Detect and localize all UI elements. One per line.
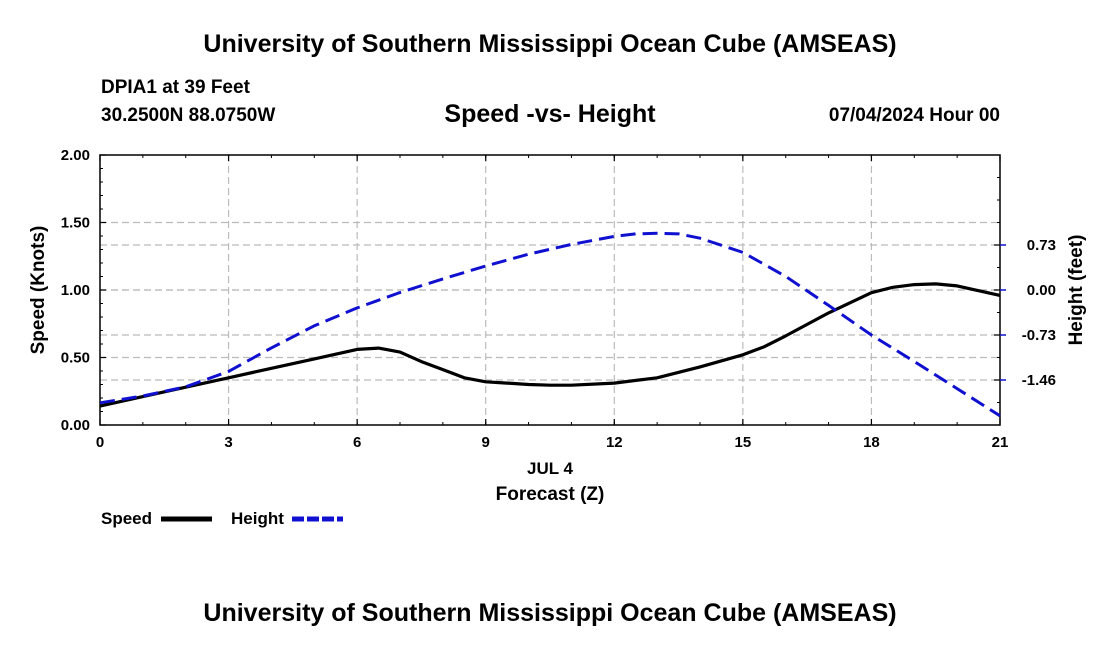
legend-height-label: Height	[231, 509, 284, 528]
axis-ticks: 0 3 6 9 12 15 18 21 0.00 0.50 1.00 1.50 2.00 -1.46 -0.…	[61, 147, 1056, 451]
x-axis-label: Forecast (Z)	[496, 484, 605, 505]
x-tick-label-3: 3	[224, 434, 232, 451]
y-tick-label-0.50: 0.50	[61, 350, 90, 367]
y-axis-label: Speed (Knots)	[28, 226, 49, 355]
y-tick-label-2.00: 2.00	[61, 147, 90, 164]
x-tick-label-12: 12	[606, 434, 623, 451]
station-coordinates: 30.2500N 88.0750W	[101, 105, 276, 126]
station-name: DPIA1 at 39 Feet	[101, 77, 250, 98]
y2-tick-label-0.00: 0.00	[1027, 282, 1056, 299]
x-tick-label-21: 21	[992, 434, 1009, 451]
x-date-label: JUL 4	[527, 459, 574, 478]
x-tick-label-0: 0	[96, 434, 104, 451]
grid-lines	[100, 155, 1000, 425]
chart-title: Speed -vs- Height	[444, 100, 656, 128]
y2-tick-label--0.73: -0.73	[1022, 327, 1056, 344]
series-line-height	[99, 231, 1001, 418]
footer-title: University of Southern Mississippi Ocean…	[203, 599, 897, 627]
x-tick-label-9: 9	[482, 434, 490, 451]
y-tick-label-1.50: 1.50	[61, 215, 90, 232]
series-line-speed	[99, 282, 1001, 408]
legend-speed-label: Speed	[101, 509, 153, 528]
x-tick-label-18: 18	[863, 434, 880, 451]
secondary-y-axis-label: Height (feet)	[1066, 235, 1087, 346]
y2-tick-label-0.73: 0.73	[1027, 237, 1056, 254]
page-title: University of Southern Mississippi Ocean…	[203, 30, 897, 58]
y-tick-label-0.00: 0.00	[61, 417, 90, 434]
x-tick-label-6: 6	[353, 434, 361, 451]
y-tick-label-1.00: 1.00	[61, 282, 90, 299]
series-layer	[99, 231, 1001, 418]
run-timestamp: 07/04/2024 Hour 00	[828, 105, 1000, 126]
x-tick-label-15: 15	[735, 434, 752, 451]
y2-tick-label--1.46: -1.46	[1022, 372, 1056, 389]
